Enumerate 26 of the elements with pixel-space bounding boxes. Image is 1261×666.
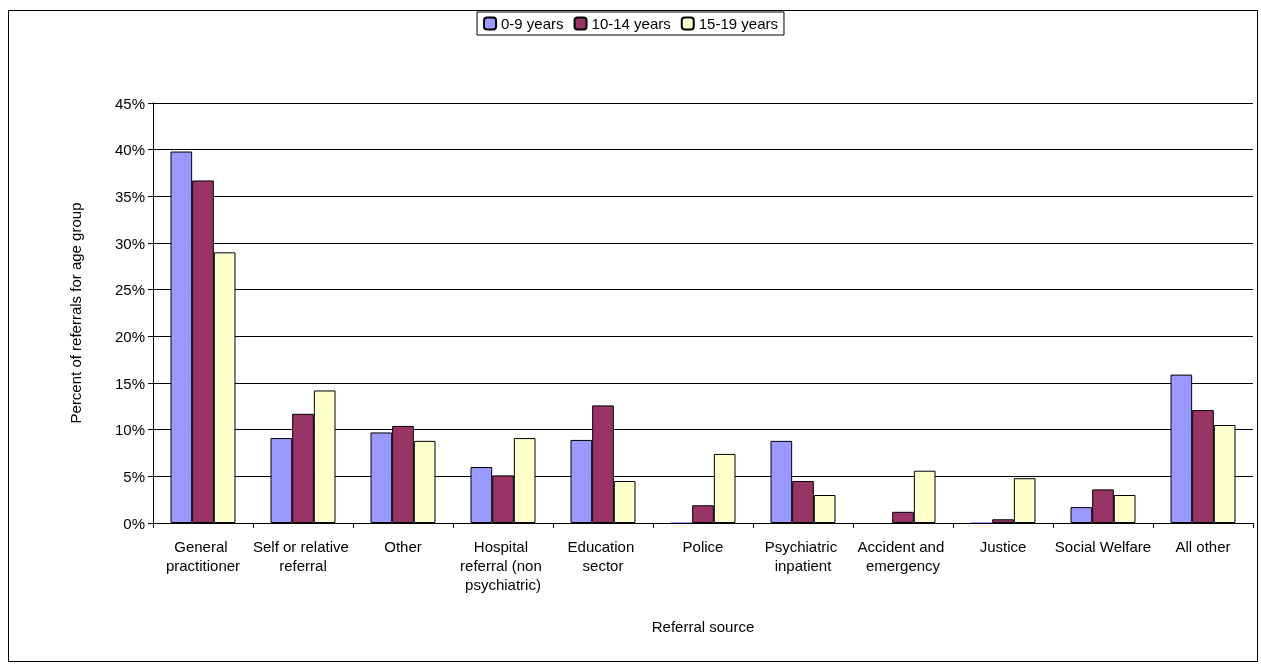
- x-tick-label: Hospital referral (non psychiatric): [460, 538, 546, 593]
- y-tick-label: 20%: [114, 327, 145, 345]
- x-tick-label: Education sector: [567, 538, 639, 574]
- y-tick-label: 5%: [123, 467, 145, 485]
- y-tick-label: 35%: [114, 187, 145, 205]
- y-tick-label: 30%: [114, 234, 145, 252]
- x-tick-label: Self or relative referral: [252, 538, 354, 574]
- legend-label: 15-19 years: [698, 15, 778, 32]
- y-tick-label: 15%: [114, 374, 145, 392]
- x-tick-label: Police: [682, 538, 724, 555]
- legend-label: 0-9 years: [501, 15, 564, 32]
- x-axis-title: Referral source: [651, 618, 755, 635]
- y-tick-label: 25%: [114, 281, 145, 299]
- x-tick-label: Accident and emergency: [857, 538, 949, 574]
- y-tick-label: 10%: [114, 421, 145, 439]
- x-tick-label: Other: [384, 538, 422, 555]
- y-tick-label: 0%: [123, 514, 145, 532]
- y-tick-label: 40%: [114, 141, 145, 159]
- legend-label: 10-14 years: [591, 15, 671, 32]
- x-tick-label: Psychiatric inpatient: [764, 538, 842, 574]
- x-tick-label: Justice: [979, 538, 1027, 555]
- x-tick-label: Social Welfare: [1054, 538, 1152, 555]
- x-tick-label: General practitioner: [165, 538, 241, 574]
- y-tick-label: 45%: [114, 94, 145, 112]
- y-axis-title: Percent of referrals for age group: [67, 202, 84, 424]
- x-tick-label: All other: [1175, 538, 1231, 555]
